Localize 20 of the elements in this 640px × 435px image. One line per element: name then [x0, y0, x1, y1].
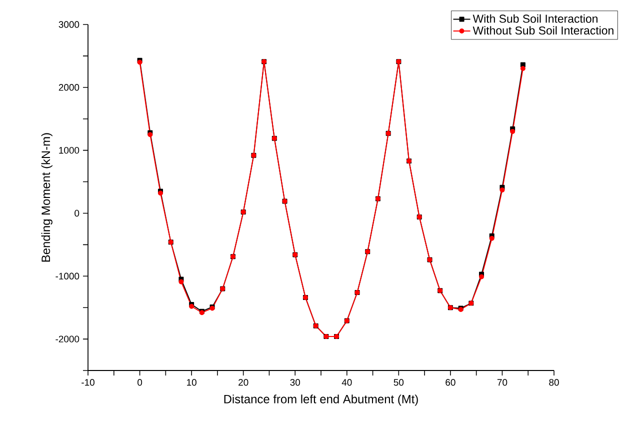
x-tick-label: 0: [138, 379, 142, 386]
y-axis-title: Bending Moment (kN-m): [41, 133, 52, 262]
x-tick-label: 10: [187, 379, 196, 386]
x-tick-label: 40: [342, 379, 352, 386]
legend-label: Without Sub Soil Interaction: [472, 26, 614, 35]
y-tick-label: 2000: [58, 84, 80, 91]
y-tick-label: -2000: [56, 336, 80, 342]
x-tick-label: 80: [549, 379, 559, 386]
x-tick-label: 50: [394, 379, 404, 386]
x-tick-label: 70: [497, 379, 508, 386]
x-tick-label: 30: [290, 379, 300, 386]
x-tick-label: -10: [82, 379, 94, 386]
y-tick-label: 0: [74, 210, 80, 217]
y-tick-label: -1000: [56, 272, 80, 280]
legend-label: With Sub Soil Interaction: [472, 14, 598, 23]
y-tick-label: 1000: [59, 146, 80, 154]
y-tick-label: 3000: [58, 21, 80, 28]
x-tick-label: 60: [446, 379, 456, 386]
x-tick-label: 20: [238, 379, 248, 386]
x-axis-title: Distance from left end Abutment (Mt): [224, 394, 418, 406]
